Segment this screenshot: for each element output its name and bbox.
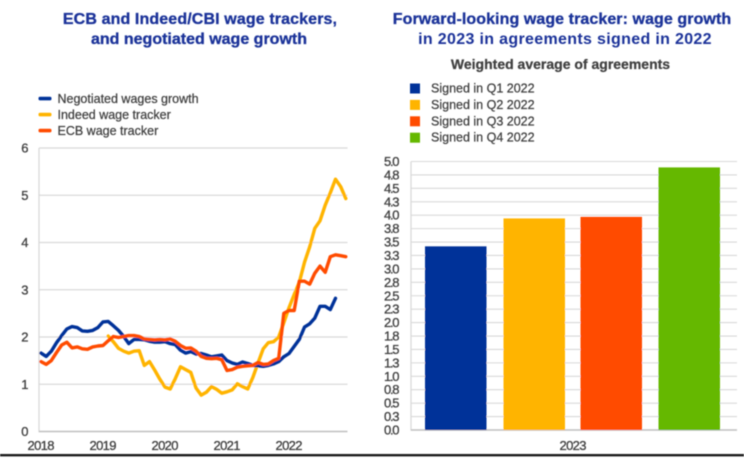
svg-text:2019: 2019 xyxy=(90,438,117,453)
svg-text:3.3: 3.3 xyxy=(384,248,400,263)
svg-text:5: 5 xyxy=(21,188,28,203)
svg-text:and negotiated wage growth: and negotiated wage growth xyxy=(91,31,307,48)
svg-text:0.0: 0.0 xyxy=(384,423,400,438)
svg-text:1: 1 xyxy=(21,377,28,392)
svg-text:Negotiated wages growth: Negotiated wages growth xyxy=(58,92,199,106)
svg-text:2.8: 2.8 xyxy=(384,275,400,290)
svg-text:4: 4 xyxy=(21,235,28,250)
svg-text:2: 2 xyxy=(21,330,28,345)
svg-text:1.5: 1.5 xyxy=(384,342,400,357)
svg-text:Signed in Q4 2022: Signed in Q4 2022 xyxy=(431,131,535,145)
svg-text:0.8: 0.8 xyxy=(384,382,400,397)
svg-text:3: 3 xyxy=(21,282,28,297)
svg-text:Signed in Q1 2022: Signed in Q1 2022 xyxy=(431,82,535,96)
svg-text:3.0: 3.0 xyxy=(384,261,400,276)
svg-text:3.8: 3.8 xyxy=(384,221,400,236)
svg-text:0.5: 0.5 xyxy=(384,396,400,411)
svg-text:0.3: 0.3 xyxy=(384,409,400,424)
svg-text:Signed in Q3 2022: Signed in Q3 2022 xyxy=(431,114,535,128)
svg-text:1.8: 1.8 xyxy=(384,329,400,344)
svg-text:4.0: 4.0 xyxy=(384,208,400,223)
svg-text:in 2023 in agreements signed i: in 2023 in agreements signed in 2022 xyxy=(418,31,712,48)
svg-text:1.0: 1.0 xyxy=(384,369,400,384)
svg-text:2018: 2018 xyxy=(28,438,55,453)
svg-text:6: 6 xyxy=(21,141,28,156)
svg-text:4.5: 4.5 xyxy=(384,181,400,196)
svg-text:Weighted average of agreements: Weighted average of agreements xyxy=(451,56,670,72)
svg-text:Indeed wage tracker: Indeed wage tracker xyxy=(58,108,171,122)
svg-text:2022: 2022 xyxy=(276,438,303,453)
svg-text:2.5: 2.5 xyxy=(384,288,400,303)
svg-text:ECB wage tracker: ECB wage tracker xyxy=(58,124,159,138)
svg-text:0: 0 xyxy=(21,424,28,439)
svg-text:2020: 2020 xyxy=(152,438,179,453)
svg-text:4.8: 4.8 xyxy=(384,167,400,182)
svg-text:Forward-looking wage tracker:: Forward-looking wage tracker: wage growt… xyxy=(393,11,731,28)
svg-text:2021: 2021 xyxy=(214,438,241,453)
svg-text:4.3: 4.3 xyxy=(384,194,400,209)
svg-text:2.3: 2.3 xyxy=(384,302,400,317)
svg-text:1.3: 1.3 xyxy=(384,355,400,370)
svg-text:2.0: 2.0 xyxy=(384,315,400,330)
svg-text:5.0: 5.0 xyxy=(384,154,400,169)
svg-text:3.5: 3.5 xyxy=(384,235,400,250)
svg-text:2023: 2023 xyxy=(560,438,587,453)
svg-text:Signed in Q2 2022: Signed in Q2 2022 xyxy=(431,98,535,112)
svg-text:ECB and Indeed/CBI wage tracke: ECB and Indeed/CBI wage trackers, xyxy=(63,11,337,28)
